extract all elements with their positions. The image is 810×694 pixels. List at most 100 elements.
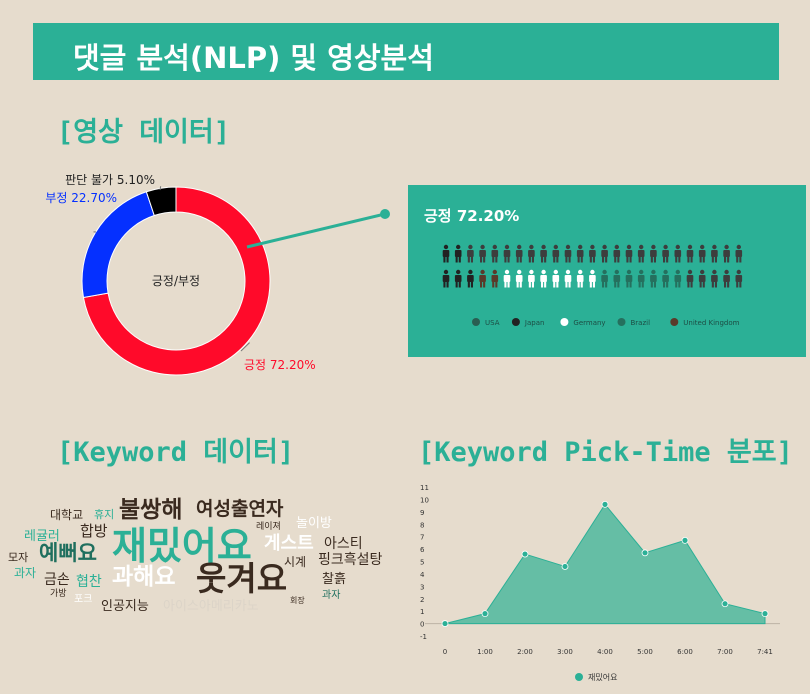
legend-marker-4 bbox=[670, 318, 679, 326]
person-icon bbox=[723, 269, 730, 288]
word-cloud-word: 협찬 bbox=[76, 574, 102, 590]
x-tick-label: 6:00 bbox=[677, 648, 693, 656]
x-tick-label: 2:00 bbox=[517, 648, 533, 656]
person-icon bbox=[698, 269, 706, 288]
word-cloud-word: 모자 bbox=[8, 551, 29, 564]
word-cloud-word: 가방 bbox=[50, 589, 67, 599]
x-tick-label: 0 bbox=[443, 648, 447, 656]
person-icon bbox=[686, 244, 694, 263]
word-cloud-word: 인공지능 bbox=[101, 599, 149, 614]
person-icon bbox=[467, 244, 474, 263]
person-icon bbox=[479, 244, 486, 263]
x-tick-label: 7:00 bbox=[717, 648, 733, 656]
word-cloud-word: 시계 bbox=[284, 555, 307, 569]
person-icon bbox=[674, 244, 682, 263]
y-tick-label: 6 bbox=[420, 546, 425, 554]
person-icon bbox=[552, 244, 560, 263]
y-tick-label: 9 bbox=[420, 509, 424, 517]
area-series-fill bbox=[444, 503, 766, 625]
word-cloud-word: 합방 bbox=[80, 522, 108, 540]
person-icon bbox=[686, 269, 694, 288]
area-legend-label: 재밌어요 bbox=[588, 672, 617, 682]
x-tick-label: 3:00 bbox=[557, 648, 573, 656]
y-tick-label: 4 bbox=[420, 571, 425, 579]
person-icon bbox=[589, 244, 596, 263]
person-icon bbox=[540, 269, 547, 288]
word-cloud-word: 회장 bbox=[290, 596, 305, 605]
legend-marker-3 bbox=[617, 318, 626, 326]
legend-label-2: Germany bbox=[573, 319, 605, 327]
word-cloud-word: 예뻐요 bbox=[39, 541, 97, 565]
person-icon bbox=[662, 269, 669, 288]
word-cloud-word: 게스트 bbox=[264, 533, 314, 554]
person-icon bbox=[503, 244, 511, 263]
person-icon bbox=[674, 269, 682, 288]
area-point bbox=[441, 620, 449, 627]
legend-marker-0 bbox=[472, 318, 480, 326]
person-icon bbox=[528, 244, 535, 263]
section-title-video: [영상 데이터] bbox=[57, 117, 230, 148]
person-icon bbox=[735, 269, 743, 288]
y-tick-label: 11 bbox=[420, 484, 429, 492]
person-icon bbox=[650, 244, 657, 263]
y-tick-label: 5 bbox=[420, 559, 424, 567]
word-cloud-word: 웃겨요 bbox=[196, 559, 288, 598]
word-cloud-word: 재밌어요 bbox=[112, 524, 252, 568]
person-icon bbox=[552, 269, 560, 288]
person-icon bbox=[711, 244, 718, 263]
person-icon bbox=[491, 269, 499, 288]
person-icon bbox=[662, 244, 669, 263]
y-tick-label: 7 bbox=[420, 534, 424, 542]
person-icon bbox=[576, 244, 584, 263]
person-icon bbox=[625, 269, 633, 288]
word-cloud-word: 놀이방 bbox=[296, 516, 332, 531]
person-icon bbox=[528, 269, 535, 288]
y-tick-label: 8 bbox=[420, 521, 424, 529]
word-cloud: 재밌어요 웃겨요 불쌍해 여성출연자 과해요 예뻐요 게스트 아스티 놀이방 합방 대학교 휴지 레귤러… bbox=[0, 0, 400, 694]
legend-label-0: USA bbox=[485, 319, 500, 327]
y-tick-label: 10 bbox=[420, 496, 429, 504]
person-icon bbox=[515, 244, 523, 263]
area-point bbox=[681, 536, 689, 544]
legend-marker-1 bbox=[511, 318, 520, 326]
word-cloud-word: 포크 bbox=[74, 594, 93, 605]
person-icon bbox=[540, 244, 547, 263]
person-icon bbox=[479, 269, 486, 288]
person-icon bbox=[454, 244, 462, 263]
person-icon bbox=[637, 269, 645, 288]
word-cloud-word: 대학교 bbox=[50, 508, 84, 522]
person-icon bbox=[564, 244, 572, 263]
y-tick-label: 0 bbox=[420, 621, 424, 629]
legend-label-3: Brazil bbox=[631, 319, 651, 327]
area-point bbox=[561, 563, 569, 570]
word-cloud-word: 불쌍해 bbox=[119, 497, 183, 523]
person-icon bbox=[711, 269, 718, 288]
word-cloud-word: 여성출연자 bbox=[196, 498, 284, 520]
x-tick-label: 5:00 bbox=[637, 648, 653, 656]
area-legend-marker bbox=[575, 673, 583, 681]
person-icon bbox=[503, 269, 511, 288]
word-cloud-word: 핑크흑설탕 bbox=[318, 552, 383, 568]
person-icon bbox=[442, 269, 450, 288]
person-icon bbox=[723, 244, 730, 263]
page-title: 댓글 분석(NLP) 및 영상분석 bbox=[73, 41, 434, 75]
pictograph-title: 긍정 72.20% bbox=[424, 207, 520, 225]
word-cloud-word: 찰흙 bbox=[322, 572, 346, 587]
person-icon bbox=[564, 269, 572, 288]
pictograph-panel: 긍정 72.20% USA Japan Germany Brazil United Ki… bbox=[408, 185, 806, 357]
legend-marker-2 bbox=[560, 318, 569, 326]
word-cloud-word: 휴지 bbox=[94, 508, 115, 521]
person-icon bbox=[515, 269, 523, 288]
person-icon bbox=[589, 269, 596, 288]
person-icon bbox=[442, 244, 450, 263]
person-icon bbox=[650, 269, 657, 288]
word-cloud-word: 금손 bbox=[44, 572, 70, 588]
person-icon bbox=[467, 269, 474, 288]
x-tick-label: 1:00 bbox=[477, 648, 493, 656]
title-bar: 댓글 분석(NLP) 및 영상분석 bbox=[33, 23, 779, 80]
word-cloud-word: 레귤러 bbox=[24, 529, 60, 544]
word-cloud-word: 아스티 bbox=[324, 536, 363, 552]
word-cloud-word: 과자 bbox=[14, 566, 37, 580]
y-tick-label: 2 bbox=[420, 596, 424, 604]
word-cloud-word: 과자 bbox=[322, 590, 341, 601]
